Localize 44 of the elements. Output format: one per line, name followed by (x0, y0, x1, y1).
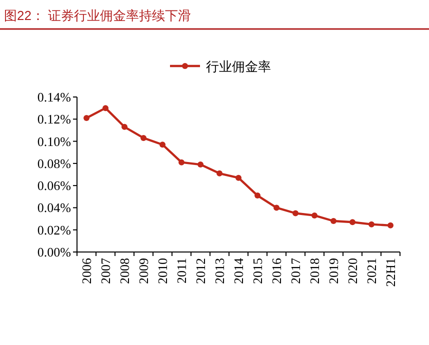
point (102, 105, 108, 112)
point (178, 159, 184, 166)
x-tick-label: 2018 (307, 258, 322, 284)
x-tick-label: 2011 (174, 258, 189, 284)
x-tick-label: 2013 (212, 258, 227, 284)
x-tick-label: 2016 (269, 258, 284, 284)
point (350, 219, 356, 226)
point (312, 212, 318, 218)
x-tick-label: 2006 (79, 258, 94, 284)
x-tick-label: 2015 (250, 258, 265, 284)
y-tick-label: 0.10% (37, 134, 72, 149)
point (84, 115, 90, 122)
x-tick-label: 2012 (193, 258, 208, 284)
x-tick-label: 2017 (288, 258, 303, 284)
x-tick-label: 2009 (136, 258, 151, 284)
point (236, 174, 242, 181)
point (160, 142, 166, 148)
point (330, 218, 336, 224)
y-tick-label: 0.02% (37, 222, 72, 238)
x-tick-label: 22H1 (383, 258, 398, 287)
point (216, 170, 222, 176)
y-tick-label: 0.00% (37, 244, 72, 260)
y-tick-label: 0.06% (37, 178, 72, 194)
x-tick-label: 2021 (364, 258, 379, 284)
legend-label: 行业佣金率 (206, 59, 271, 74)
y-tick-label: 0.12% (37, 112, 72, 127)
chart-title: 图22： 证券行业佣金率持续下滑 (4, 8, 192, 23)
point (292, 210, 298, 216)
point (122, 124, 128, 130)
y-tick-label: 0.04% (37, 200, 72, 216)
point (198, 162, 204, 168)
x-tick-label: 2020 (345, 258, 360, 284)
point (388, 222, 394, 228)
x-tick-label: 2014 (231, 258, 246, 284)
point (274, 204, 280, 211)
point (368, 221, 374, 228)
x-tick-label: 2010 (155, 258, 170, 284)
x-tick-label: 2007 (98, 258, 113, 284)
y-tick-label: 0.14% (37, 90, 72, 104)
x-tick-label: 2019 (326, 258, 341, 284)
point (254, 192, 260, 199)
point (140, 134, 146, 141)
x-tick-label: 2008 (117, 258, 132, 284)
y-tick-label: 0.08% (37, 156, 72, 171)
